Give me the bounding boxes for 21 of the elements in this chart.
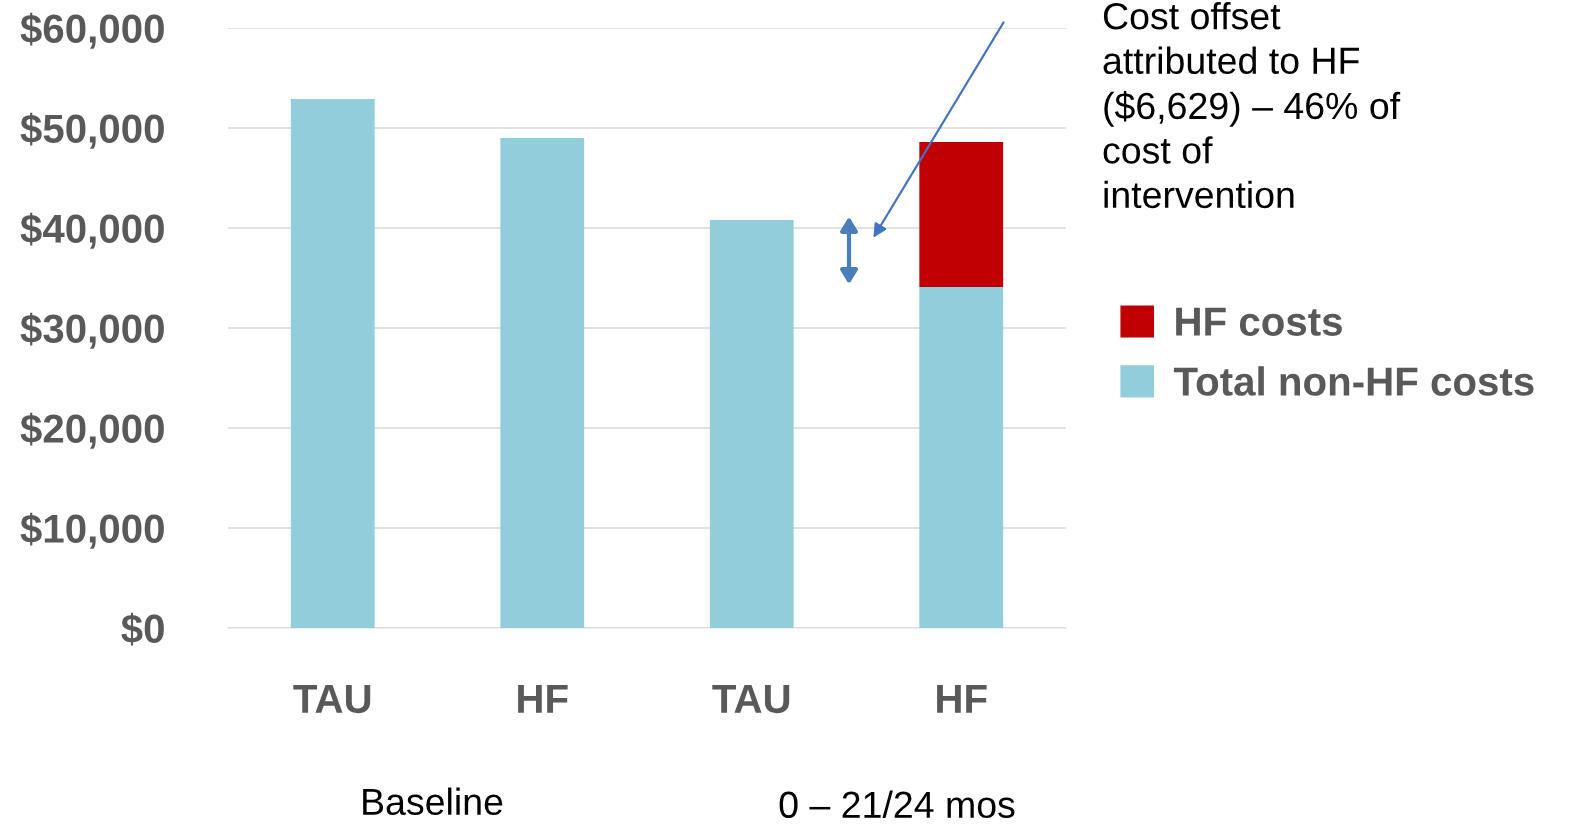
legend-label: HF costs — [1176, 307, 1342, 336]
y-tick-label: $20,000 — [20, 412, 164, 449]
bar — [709, 220, 794, 628]
y-tick-label: $0 — [121, 612, 164, 646]
bar — [500, 138, 585, 628]
text: Cost offset attributed to HF ($6,629) – 46% of cost of intervention — [1103, 2, 1401, 209]
bar — [919, 142, 1004, 287]
y-tick-label: $50,000 — [20, 112, 164, 149]
bar — [290, 99, 375, 628]
text: Baseline — [363, 787, 503, 816]
y-tick-label: $60,000 — [20, 12, 164, 49]
x-tick-label: TAU — [712, 685, 790, 714]
y-tick-label: $30,000 — [20, 312, 164, 349]
legend-label: Total non-HF costs — [1173, 366, 1534, 396]
bar — [919, 287, 1004, 628]
x-tick-label: TAU — [293, 685, 371, 714]
text: 0 – 21/24 mos — [779, 790, 1015, 819]
x-tick-label: HF — [518, 685, 568, 713]
y-tick-label: $10,000 — [20, 512, 164, 549]
y-tick-label: $40,000 — [20, 212, 164, 249]
x-tick-label: HF — [937, 685, 987, 713]
